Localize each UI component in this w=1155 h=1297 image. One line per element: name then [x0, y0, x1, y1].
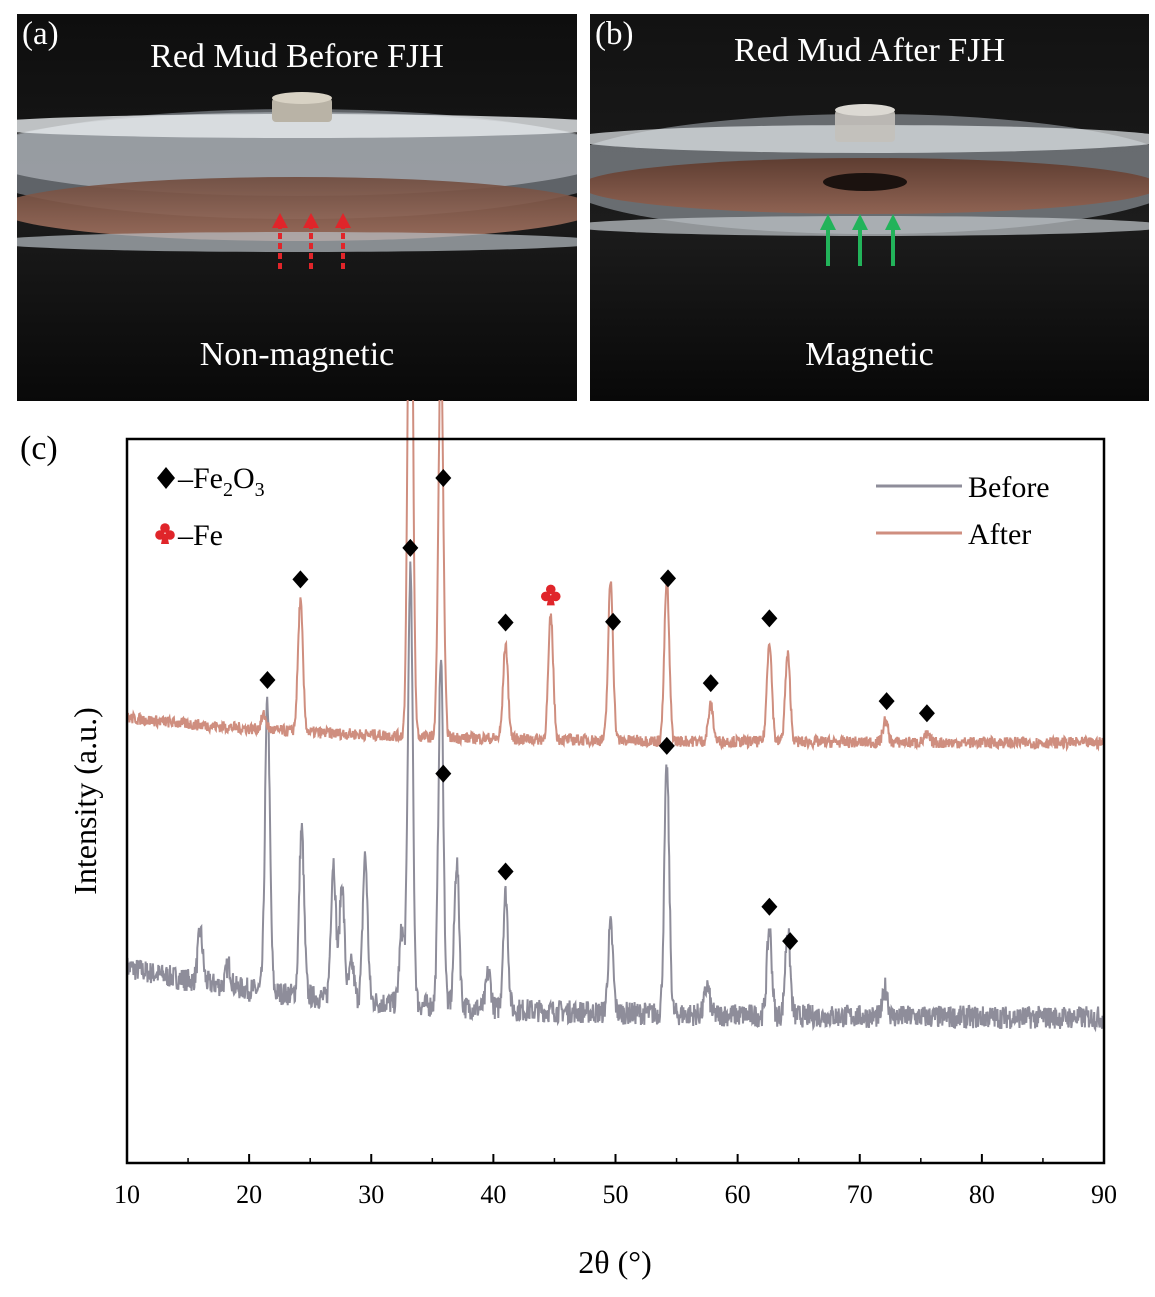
- diamond-icon: [761, 609, 778, 628]
- diamond-icon: [497, 613, 514, 632]
- x-tick-label: 10: [114, 1180, 140, 1209]
- x-axis-ticks: 10 20 30 40 50 60 70 80 90: [114, 1154, 1117, 1209]
- x-tick-label: 90: [1091, 1180, 1117, 1209]
- phase-legend-fe2o3-sub1: 2: [223, 479, 233, 501]
- club-icon: [155, 523, 175, 544]
- arrows-group-a: [272, 213, 351, 269]
- diamond-icon: [660, 569, 677, 588]
- series-legend: Before After: [876, 471, 1050, 551]
- peak-marker-layer: [259, 469, 935, 951]
- xrd-chart: 10 20 30 40 50 60 70 80 90 2θ (°) Intensity (a.u…: [67, 400, 1117, 1280]
- legend-label-before: Before: [968, 471, 1050, 504]
- diamond-icon: [605, 612, 622, 631]
- photo-title-b: Red Mud After FJH: [733, 32, 1006, 69]
- legend-label-after: After: [968, 518, 1031, 551]
- diamond-icon: [435, 469, 452, 488]
- photo-caption-a: Non-magnetic: [199, 336, 395, 373]
- x-tick-label: 20: [236, 1180, 262, 1209]
- diamond-icon: [497, 862, 514, 881]
- photo-panel-a: (a) Red Mud Before FJH Non-magnetic: [17, 14, 577, 401]
- phase-legend-fe2o3-sub2: 3: [255, 479, 265, 501]
- panel-label-a: (a): [22, 16, 59, 52]
- diamond-icon: [435, 764, 452, 783]
- x-tick-label: 80: [969, 1180, 995, 1209]
- club-icon: [155, 523, 175, 544]
- panel-label-b: (b): [595, 16, 634, 52]
- diamond-icon: [292, 570, 309, 589]
- x-tick-label: 70: [847, 1180, 873, 1209]
- solid-arrow-icon: [885, 214, 901, 266]
- club-icon: [540, 584, 561, 606]
- diamond-icon: [782, 932, 799, 951]
- x-tick-label: 30: [358, 1180, 384, 1209]
- photo-panel-b: (b) Red Mud After FJH Magnetic: [590, 14, 1149, 401]
- phase-legend: –Fe2O3 –Fe: [155, 462, 265, 552]
- diamond-icon: [702, 674, 719, 693]
- solid-arrow-icon: [820, 214, 836, 266]
- phase-legend-fe: –Fe: [177, 519, 223, 552]
- plot-frame: [125, 437, 1106, 1165]
- diamond-icon: [259, 671, 276, 690]
- dashed-arrow-icon: [272, 213, 288, 269]
- arrows-group-b: [820, 214, 901, 266]
- dashed-arrow-icon: [335, 213, 351, 269]
- diamond-icon: [761, 897, 778, 916]
- diamond-icon: [658, 736, 675, 755]
- x-tick-label: 60: [725, 1180, 751, 1209]
- x-axis-title: 2θ (°): [578, 1244, 651, 1280]
- photo-caption-b: Magnetic: [805, 336, 934, 373]
- petri-dish-after-illustration: [590, 14, 1149, 401]
- y-axis-title: Intensity (a.u.): [67, 707, 103, 895]
- photo-title-a: Red Mud Before FJH: [150, 38, 444, 75]
- x-tick-label: 40: [480, 1180, 506, 1209]
- diamond-icon: [918, 704, 935, 723]
- petri-dish-before-illustration: [17, 14, 577, 401]
- diamond-icon: [878, 692, 895, 711]
- series-line-before: [126, 561, 1105, 1033]
- diamond-icon: [157, 467, 175, 489]
- diamond-icon: [402, 538, 419, 557]
- series-layer: [126, 400, 1105, 1033]
- dashed-arrow-icon: [303, 213, 319, 269]
- phase-legend-fe2o3-label: –Fe: [177, 462, 223, 495]
- phase-legend-fe2o3-mid: O: [233, 462, 255, 495]
- solid-arrow-icon: [852, 214, 868, 266]
- phase-legend-fe2o3: –Fe2O3: [177, 462, 265, 501]
- x-tick-label: 50: [603, 1180, 629, 1209]
- panel-label-c: (c): [20, 430, 58, 467]
- series-line-after: [126, 400, 1105, 753]
